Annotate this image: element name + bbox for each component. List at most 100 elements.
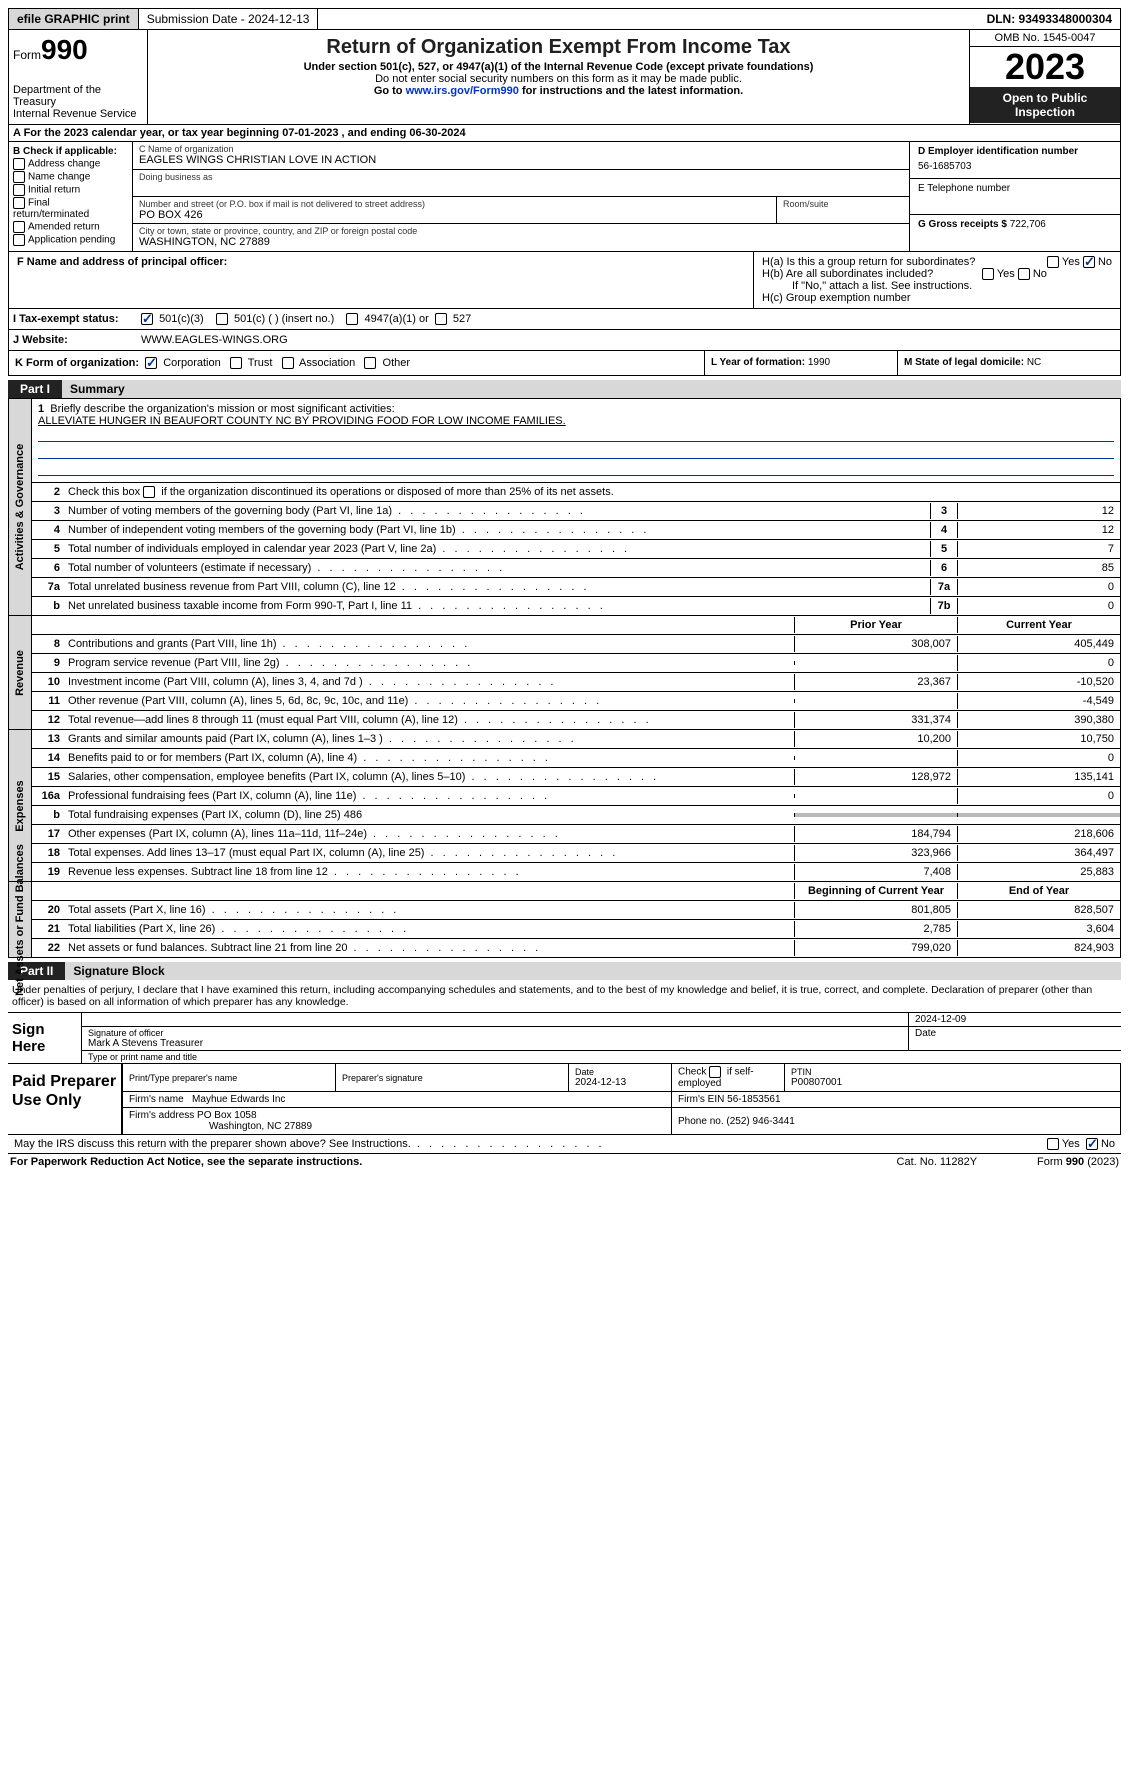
- addr-val: PO BOX 426: [139, 209, 770, 221]
- box-de: D Employer identification number 56-1685…: [909, 142, 1120, 251]
- check-final-return[interactable]: [13, 197, 25, 209]
- sign-cells: 2024-12-09 Signature of officer Mark A S…: [82, 1013, 1121, 1063]
- check-initial-return[interactable]: [13, 184, 25, 196]
- ha-no[interactable]: [1083, 256, 1095, 268]
- part2-header: Part II Signature Block: [8, 962, 1121, 980]
- table-row: 8Contributions and grants (Part VIII, li…: [32, 635, 1120, 654]
- open-to-public: Open to Public Inspection: [970, 87, 1120, 123]
- check-address-change[interactable]: [13, 158, 25, 170]
- city-lbl: City or town, state or province, country…: [139, 226, 903, 236]
- efile-label: efile GRAPHIC print: [9, 9, 139, 29]
- header-right: OMB No. 1545-0047 2023 Open to Public In…: [969, 30, 1120, 124]
- header-left: Form990 Department of the Treasury Inter…: [9, 30, 148, 124]
- form990-link[interactable]: www.irs.gov/Form990: [406, 85, 519, 97]
- line2-row: 2 Check this box if the organization dis…: [32, 483, 1120, 502]
- check-501c[interactable]: [216, 313, 228, 325]
- ha-yes[interactable]: [1047, 256, 1059, 268]
- discuss-text: May the IRS discuss this return with the…: [14, 1138, 605, 1150]
- line7b-val: 0: [957, 598, 1120, 614]
- check-trust[interactable]: [230, 357, 242, 369]
- footer-right-post: (2023): [1084, 1156, 1119, 1168]
- room-lbl: Room/suite: [783, 199, 903, 209]
- check-name-change[interactable]: [13, 171, 25, 183]
- box-b: B Check if applicable: Address change Na…: [9, 142, 133, 251]
- line6-val: 85: [957, 560, 1120, 576]
- side-gov: Activities & Governance: [9, 399, 32, 615]
- ptin-lbl: PTIN: [791, 1067, 1114, 1077]
- firm-addr2: Washington, NC 27889: [129, 1121, 312, 1132]
- bcy-hdr: Beginning of Current Year: [794, 883, 957, 899]
- prep-date-lbl: Date: [575, 1067, 665, 1077]
- hb-no[interactable]: [1018, 268, 1030, 280]
- check-501c3[interactable]: [141, 313, 153, 325]
- header-mid: Return of Organization Exempt From Incom…: [148, 30, 969, 124]
- state-domicile: M State of legal domicile: NC: [897, 351, 1120, 375]
- phone-lbl: Phone no.: [678, 1116, 724, 1127]
- hb-yes-lbl: Yes: [997, 268, 1015, 280]
- curr-hdr: Current Year: [957, 617, 1120, 633]
- firm-name-lbl: Firm's name: [129, 1094, 184, 1105]
- check-amended[interactable]: [13, 221, 25, 233]
- table-row: 18Total expenses. Add lines 13–17 (must …: [32, 844, 1120, 863]
- check-self-emp[interactable]: [709, 1066, 721, 1078]
- form-num: 990: [41, 34, 88, 65]
- check-corp[interactable]: [145, 357, 157, 369]
- discuss-row: May the IRS discuss this return with the…: [8, 1135, 1121, 1154]
- lbl-address-change: Address change: [28, 159, 100, 170]
- h-a: H(a) Is this a group return for subordin…: [762, 256, 1112, 268]
- discuss-yes[interactable]: [1047, 1138, 1059, 1150]
- table-row: 16aProfessional fundraising fees (Part I…: [32, 787, 1120, 806]
- line7b-desc: Net unrelated business taxable income fr…: [64, 598, 930, 614]
- line1: 1 Briefly describe the organization's mi…: [32, 399, 1120, 483]
- line3-desc: Number of voting members of the governin…: [64, 503, 930, 519]
- website-lbl: J Website:: [9, 330, 137, 350]
- footer-right: Form 990 (2023): [1037, 1156, 1119, 1168]
- city-cell: City or town, state or province, country…: [133, 224, 909, 251]
- check-other[interactable]: [364, 357, 376, 369]
- check-discontinued[interactable]: [143, 486, 155, 498]
- row-k: K Form of organization: Corporation Trus…: [9, 350, 1120, 375]
- lbl-501c: 501(c) ( ) (insert no.): [234, 313, 334, 325]
- sd-lbl: M State of legal domicile:: [904, 357, 1027, 368]
- principal-lbl: F Name and address of principal officer:: [17, 256, 227, 268]
- footer-left: For Paperwork Reduction Act Notice, see …: [10, 1156, 362, 1168]
- line4-val: 12: [957, 522, 1120, 538]
- eoy-hdr: End of Year: [957, 883, 1120, 899]
- prep-date: 2024-12-13: [575, 1077, 665, 1088]
- table-row: 21Total liabilities (Part X, line 26)2,7…: [32, 920, 1120, 939]
- row-fh: F Name and address of principal officer:…: [9, 252, 1120, 308]
- summary-na: Net Assets or Fund Balances Beginning of…: [8, 882, 1121, 958]
- lbl-assoc: Association: [299, 357, 355, 369]
- line1-lbl: Briefly describe the organization's miss…: [50, 403, 394, 415]
- lbl-initial-return: Initial return: [28, 185, 80, 196]
- hb-lbl: H(b) Are all subordinates included?: [762, 268, 933, 280]
- check-527[interactable]: [435, 313, 447, 325]
- part1-label: Part I: [8, 380, 62, 398]
- form-of-org: K Form of organization: Corporation Trus…: [9, 351, 704, 375]
- type-name-lbl: Type or print name and title: [82, 1051, 1121, 1063]
- ha-no-lbl: No: [1098, 256, 1112, 268]
- form-line2: Do not enter social security numbers on …: [152, 73, 965, 85]
- check-app-pending[interactable]: [13, 234, 25, 246]
- check-assoc[interactable]: [282, 357, 294, 369]
- dept-treasury: Department of the Treasury Internal Reve…: [13, 84, 143, 120]
- rev-body: Prior Year Current Year 8Contributions a…: [32, 616, 1120, 729]
- org-name: EAGLES WINGS CHRISTIAN LOVE IN ACTION: [139, 154, 903, 166]
- addr-row: Number and street (or P.O. box if mail i…: [133, 197, 909, 224]
- hb-yes[interactable]: [982, 268, 994, 280]
- hb-no-lbl: No: [1033, 268, 1047, 280]
- firm-ein: 56-1853561: [727, 1094, 780, 1105]
- h-c: H(c) Group exemption number: [762, 292, 1112, 304]
- h-b-note: If "No," attach a list. See instructions…: [762, 280, 1112, 292]
- table-row: 14Benefits paid to or for members (Part …: [32, 749, 1120, 768]
- discuss-no[interactable]: [1086, 1138, 1098, 1150]
- phone-val: (252) 946-3441: [726, 1116, 794, 1127]
- table-row: 15Salaries, other compensation, employee…: [32, 768, 1120, 787]
- tax-year: 2023: [970, 47, 1120, 87]
- line2-desc: Check this box if the organization disco…: [64, 484, 1120, 500]
- org-name-lbl: C Name of organization: [139, 144, 903, 154]
- print-lbl: Print/Type preparer's name: [129, 1073, 329, 1083]
- lbl-name-change: Name change: [28, 172, 90, 183]
- firm-ein-lbl: Firm's EIN: [678, 1094, 724, 1105]
- check-4947[interactable]: [346, 313, 358, 325]
